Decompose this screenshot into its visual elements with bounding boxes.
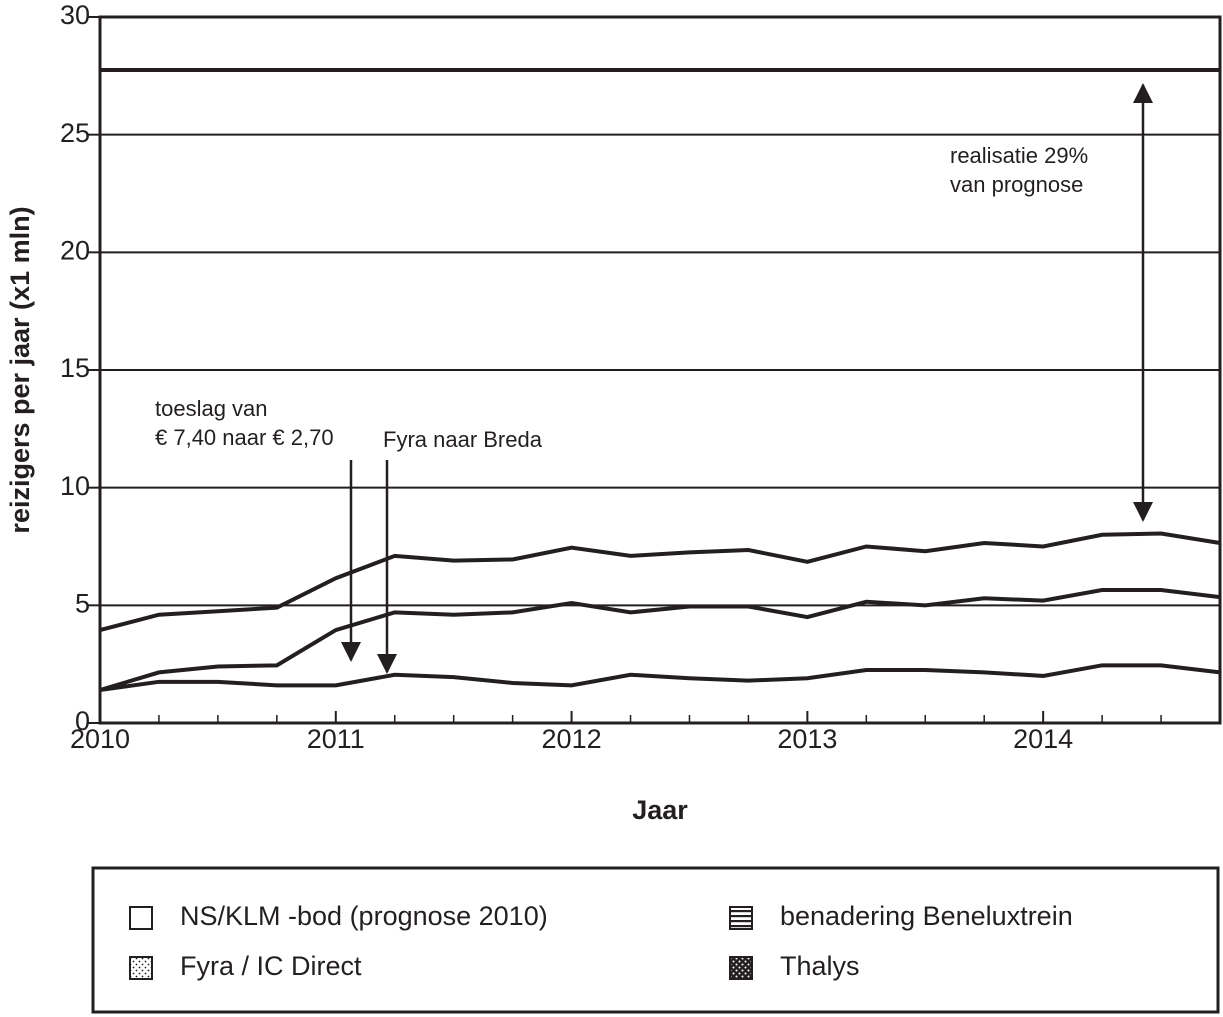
y-tick-label: 20 xyxy=(60,235,90,265)
annotation: toeslag van xyxy=(155,396,268,421)
legend-box xyxy=(91,866,1220,1014)
legend-swatch xyxy=(129,956,153,980)
x-tick-label: 2014 xyxy=(1013,724,1073,754)
axes: 0 5 10 15 20 25 30 2010 2011 2012 2013 2014 xyxy=(60,0,1221,754)
areas xyxy=(100,69,1220,723)
y-tick-label: 30 xyxy=(60,0,90,30)
annotations: toeslag van € 7,40 naar € 2,70 Fyra naar B… xyxy=(155,143,1088,452)
area-line xyxy=(99,531,1221,632)
annotation: € 7,40 naar € 2,70 xyxy=(155,425,334,450)
x-tick-label: 2012 xyxy=(542,724,602,754)
annotation: realisatie 29% xyxy=(950,143,1088,168)
y-tick-label: 10 xyxy=(60,471,90,501)
legend-swatch xyxy=(729,956,753,980)
annotation: Fyra naar Breda xyxy=(383,427,543,452)
area-line xyxy=(99,663,1221,693)
legend: Thalys Fyra / IC Direct benadering Benelux… xyxy=(129,901,1073,981)
legend-label: NS/KLM -bod (prognose 2010) xyxy=(180,901,548,931)
annotation: van prognose xyxy=(950,172,1083,197)
x-tick-label: 2010 xyxy=(70,724,130,754)
legend-swatch xyxy=(729,906,753,930)
area-line xyxy=(99,588,1221,692)
y-tick-label: 0 xyxy=(75,706,90,736)
y-tick-label: 25 xyxy=(60,118,90,148)
y-axis-label: reizigers per jaar (x1 mln) xyxy=(5,206,35,533)
legend-label: Fyra / IC Direct xyxy=(180,951,362,981)
y-tick-label: 5 xyxy=(75,588,90,618)
area-fill xyxy=(100,69,1220,723)
y-tick-label: 15 xyxy=(60,353,90,383)
x-tick-label: 2013 xyxy=(777,724,837,754)
lines xyxy=(99,67,1221,693)
legend-label: Thalys xyxy=(780,951,860,981)
x-tick-label: 2011 xyxy=(307,724,365,754)
legend-swatch xyxy=(129,906,153,930)
legend-label: benadering Beneluxtrein xyxy=(780,901,1073,931)
x-axis-label: Jaar xyxy=(632,795,688,825)
